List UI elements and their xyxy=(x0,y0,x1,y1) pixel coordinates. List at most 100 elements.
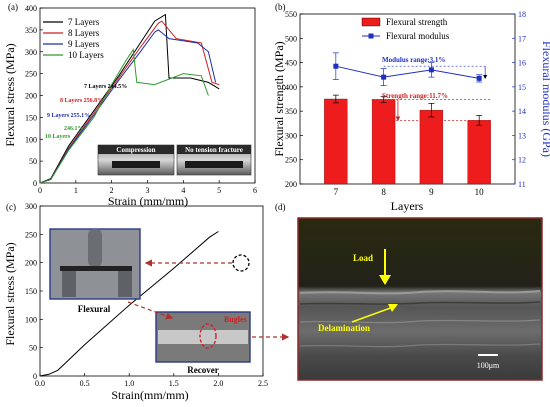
panel-b-ylabel-left: Flexural strength (MPa) xyxy=(272,41,286,156)
bugle-marker xyxy=(199,323,217,349)
peak-label-10b: 10 Layers xyxy=(45,134,71,140)
panel-a-lines xyxy=(39,13,220,184)
a-ytick-label: 400 xyxy=(25,4,37,13)
c-ytick-label: 250 xyxy=(25,230,37,239)
a-ytick-label: 150 xyxy=(25,113,37,122)
annot-modulus-range: Modulus range:3.1% xyxy=(382,56,445,64)
fixture-loading-nose xyxy=(88,229,102,267)
c-ytick-label: 0 xyxy=(33,372,37,381)
panel-b-ylabel-right: Flexural modulus (GPa) xyxy=(540,41,550,157)
b-xtick-label: 9 xyxy=(429,187,434,197)
panel-a-xlabel: Strain (mm/mm) xyxy=(108,194,188,208)
b-ytick-right-label: 16 xyxy=(518,59,526,68)
modulus-point-8 xyxy=(381,74,387,80)
fixture-support-right xyxy=(118,271,132,297)
legend-label-7: 7 Layers xyxy=(68,17,100,27)
photo-no-fracture-label: No tension fracture xyxy=(185,146,243,154)
b-ytick-left-label: 300 xyxy=(285,131,297,140)
b-ytick-right-label: 15 xyxy=(518,83,526,92)
panel-c-axes: 0.0 0.5 1.0 1.5 2.0 2.5 0 50 100 150 200 250 300 xyxy=(25,202,268,388)
c-ytick-label: 150 xyxy=(25,287,37,296)
panel-a-legend: 7 Layers 8 Layers 9 Layers 10 Layers xyxy=(43,17,104,60)
b-ytick-right-label: 17 xyxy=(518,34,526,43)
panel-a-axes: 0 1 2 3 4 5 6 0 50 100 150 200 250 300 350 400 xyxy=(25,4,257,195)
c-xtick-label: 1.0 xyxy=(124,379,134,388)
panel-c-xlabel: Strain(mm/mm) xyxy=(111,388,188,402)
panel-a-ylabel: Flexural stress (MPa) xyxy=(3,43,17,146)
b-ytick-right-label: 14 xyxy=(518,107,526,116)
modulus-point-7 xyxy=(333,63,339,69)
panel-b-legend: Flexural strength Flexural modulus xyxy=(361,17,450,41)
sem-delamination-arrow-head xyxy=(388,304,398,312)
panel-b-modulus xyxy=(332,52,488,86)
panel-c-ylabel: Flexural stress (MPa) xyxy=(3,242,17,345)
sem-layer-2 xyxy=(299,319,541,324)
a-ytick-label: 300 xyxy=(25,48,37,57)
sem-image xyxy=(297,217,543,381)
bar-strength-8 xyxy=(371,99,396,185)
c-ytick-label: 50 xyxy=(29,344,37,353)
a-ytick-label: 250 xyxy=(25,70,37,79)
sem-scale-label: 100μm xyxy=(477,361,500,370)
a-ytick-label: 50 xyxy=(29,157,37,166)
sem-load-arrow-head xyxy=(379,275,391,285)
peak-label-9: 9 Layers 255.1% xyxy=(47,113,90,119)
sem-delamination-label: Delamination xyxy=(318,323,370,333)
sem-delamination-crack xyxy=(299,301,541,305)
photo-flexural-label: Flexural xyxy=(78,304,111,314)
panel-a-letter: (a) xyxy=(8,2,18,12)
sem-surface-layer xyxy=(299,290,541,295)
recover-specimen xyxy=(158,330,248,344)
sem-layer-3 xyxy=(299,343,541,348)
b-ytick-right-label: 18 xyxy=(518,10,526,19)
panel-b-frame xyxy=(299,13,516,185)
photo-compression-label: Compression xyxy=(116,146,155,154)
c-ytick-label: 300 xyxy=(25,202,37,211)
c-xtick-label: 1.5 xyxy=(169,379,179,388)
b-ytick-left-label: 500 xyxy=(285,34,297,43)
legend-swatch-modulus-marker xyxy=(368,33,374,39)
sem-delamination-arrow-shaft xyxy=(351,305,397,323)
a-xtick-label: 4 xyxy=(181,186,185,195)
a-ytick-label: 100 xyxy=(25,135,37,144)
a-ytick-label: 350 xyxy=(25,26,37,35)
modulus-point-10 xyxy=(476,75,482,81)
b-ytick-left-label: 550 xyxy=(285,10,297,19)
arrow-to-recover xyxy=(127,301,174,320)
legend-label-9: 9 Layers xyxy=(68,39,100,49)
a-xtick-label: 2 xyxy=(110,186,114,195)
fixture-specimen xyxy=(60,266,132,271)
bar-strength-9 xyxy=(419,109,444,185)
fixture-support-left xyxy=(62,271,76,297)
c-xtick-label: 0.5 xyxy=(80,379,90,388)
peak-circle xyxy=(232,254,250,272)
legend-label-modulus: Flexural modulus xyxy=(386,31,450,41)
b-xtick-label: 7 xyxy=(334,187,339,197)
a-ytick-label: 0 xyxy=(33,179,37,188)
c-ytick-label: 100 xyxy=(25,315,37,324)
c-series-line xyxy=(39,231,219,377)
peak-label-8: 8 Layers 256.8% xyxy=(60,98,103,104)
b-ytick-right-label: 12 xyxy=(518,156,526,165)
b-ytick-left-label: 400 xyxy=(285,83,297,92)
modulus-point-9 xyxy=(428,67,434,73)
panel-c-line xyxy=(39,231,219,377)
peak-label-10a: 246.1% xyxy=(64,126,84,132)
peak-label-7: 7 Layers 244.5% xyxy=(84,84,127,90)
a-xtick-label: 5 xyxy=(217,186,221,195)
modulus-line xyxy=(335,65,480,79)
b-xtick-label: 8 xyxy=(381,187,386,197)
panel-b-xlabel: Layers xyxy=(391,199,424,213)
panel-c: (c) 0.0 0.5 1.0 1.5 2.0 2.5 0 50 100 150 200 250 300… xyxy=(3,202,290,402)
a-xtick-label: 0 xyxy=(38,186,42,195)
photo-no-fracture-label-bg xyxy=(177,145,251,154)
panel-d: (d) Load Delamination 100μm xyxy=(275,202,543,381)
c-xtick-label: 0.0 xyxy=(35,379,45,388)
bar-strength-7 xyxy=(324,98,348,185)
photo-compression-label-bg xyxy=(98,145,174,154)
b-ytick-left-label: 200 xyxy=(285,180,297,189)
panel-c-letter: (c) xyxy=(6,202,16,212)
legend-label-strength: Flexural strength xyxy=(386,17,448,27)
a-series-7-layers xyxy=(39,13,220,184)
a-xtick-label: 6 xyxy=(253,186,257,195)
